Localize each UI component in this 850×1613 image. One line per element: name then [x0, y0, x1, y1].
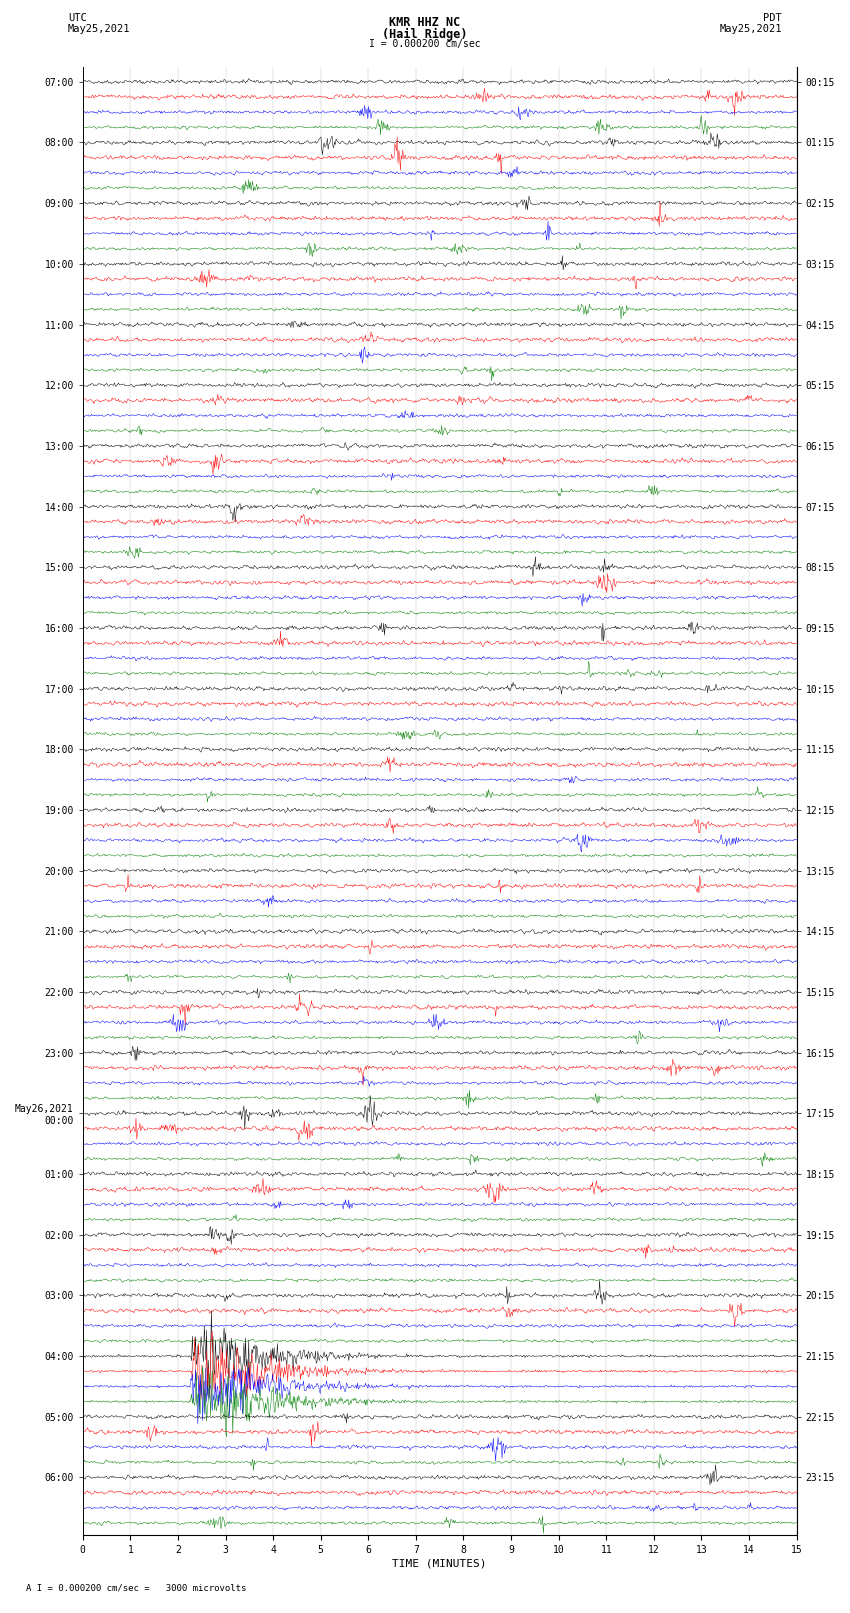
Text: KMR HHZ NC: KMR HHZ NC — [389, 16, 461, 29]
Text: May25,2021: May25,2021 — [719, 24, 782, 34]
Text: May25,2021: May25,2021 — [68, 24, 131, 34]
X-axis label: TIME (MINUTES): TIME (MINUTES) — [393, 1560, 487, 1569]
Text: (Hail Ridge): (Hail Ridge) — [382, 27, 468, 40]
Text: PDT: PDT — [763, 13, 782, 23]
Text: I = 0.000200 cm/sec: I = 0.000200 cm/sec — [369, 39, 481, 48]
Text: UTC: UTC — [68, 13, 87, 23]
Text: A I = 0.000200 cm/sec =   3000 microvolts: A I = 0.000200 cm/sec = 3000 microvolts — [26, 1582, 246, 1592]
